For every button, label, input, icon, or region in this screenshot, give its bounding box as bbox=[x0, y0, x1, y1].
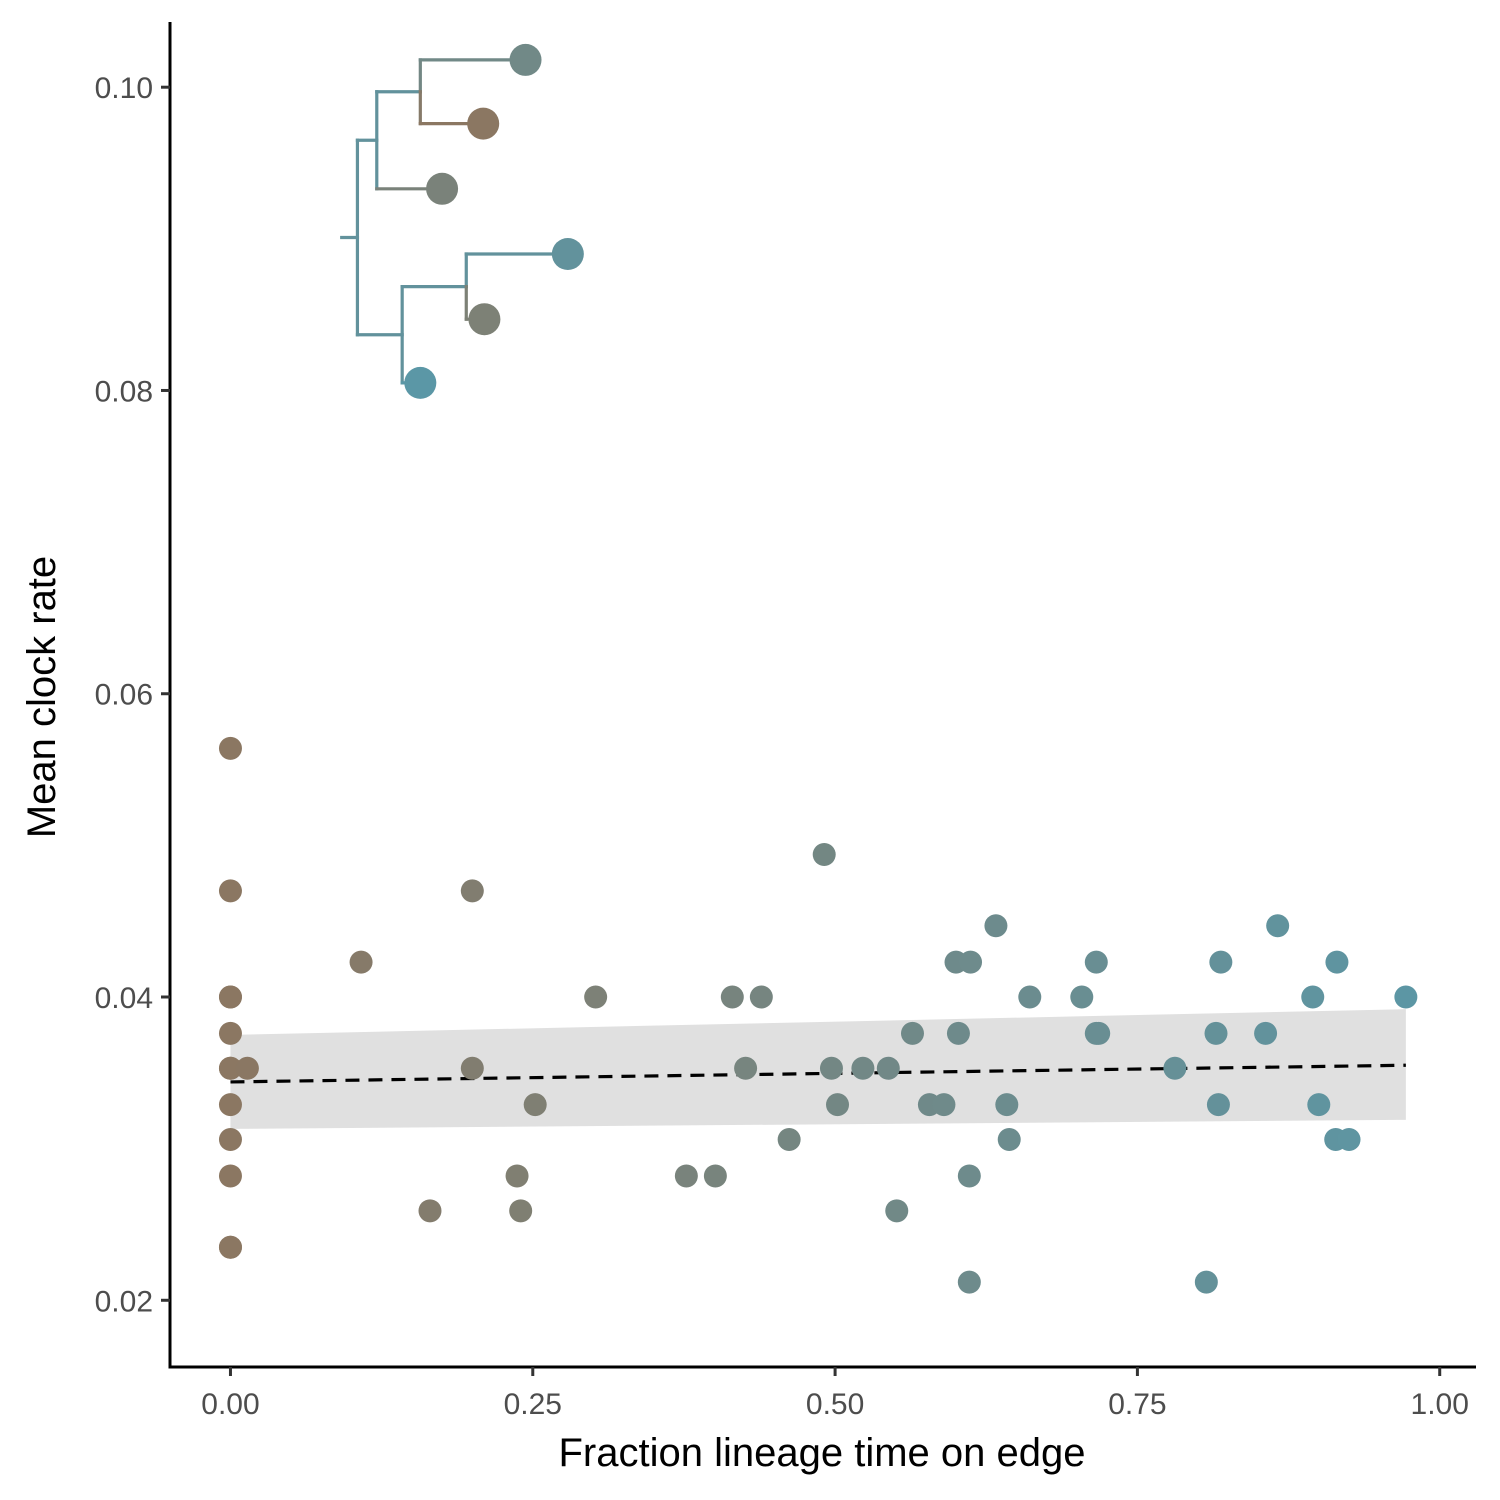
data-point bbox=[851, 1056, 875, 1080]
data-point bbox=[1266, 914, 1290, 938]
data-point bbox=[703, 1164, 727, 1188]
data-point bbox=[1394, 985, 1418, 1009]
data-point bbox=[584, 985, 608, 1009]
data-point bbox=[218, 1056, 242, 1080]
data-point bbox=[734, 1056, 758, 1080]
y-tick-label: 0.08 bbox=[95, 375, 153, 408]
data-point bbox=[1084, 950, 1108, 974]
inset-tree-layer bbox=[340, 43, 584, 399]
data-point bbox=[959, 950, 983, 974]
data-point bbox=[349, 950, 373, 974]
data-point bbox=[523, 1093, 547, 1117]
data-point bbox=[946, 1021, 970, 1045]
scatter-points-layer bbox=[218, 736, 1418, 1294]
data-point bbox=[826, 1093, 850, 1117]
data-point bbox=[1307, 1093, 1331, 1117]
data-point bbox=[218, 1093, 242, 1117]
x-tick-label: 0.00 bbox=[201, 1388, 259, 1421]
data-point bbox=[1070, 985, 1094, 1009]
x-tick-label: 0.25 bbox=[504, 1388, 562, 1421]
x-tick-label: 0.75 bbox=[1108, 1388, 1166, 1421]
y-tick-label: 0.04 bbox=[95, 982, 153, 1015]
data-point bbox=[235, 1056, 259, 1080]
tree-tip bbox=[404, 366, 437, 399]
data-point bbox=[674, 1164, 698, 1188]
data-point bbox=[932, 1093, 956, 1117]
data-point bbox=[984, 914, 1008, 938]
data-point bbox=[812, 842, 836, 866]
x-tick-label: 1.00 bbox=[1411, 1388, 1469, 1421]
data-point bbox=[720, 985, 744, 1009]
data-point bbox=[819, 1056, 843, 1080]
data-point bbox=[777, 1128, 801, 1152]
tree-tip bbox=[509, 43, 542, 76]
data-point bbox=[1204, 1021, 1228, 1045]
data-point bbox=[995, 1093, 1019, 1117]
data-point bbox=[885, 1199, 909, 1223]
tree-tip bbox=[467, 107, 500, 140]
tree-tip bbox=[551, 238, 584, 271]
data-point bbox=[218, 1021, 242, 1045]
data-point bbox=[957, 1270, 981, 1294]
data-point bbox=[1325, 950, 1349, 974]
data-point bbox=[505, 1164, 529, 1188]
data-point bbox=[1206, 1093, 1230, 1117]
confidence-band-layer bbox=[230, 1009, 1406, 1129]
data-point bbox=[218, 1128, 242, 1152]
tree-tip bbox=[426, 172, 459, 205]
y-tick-label: 0.10 bbox=[95, 72, 153, 105]
data-point bbox=[1163, 1056, 1187, 1080]
tree-tip bbox=[468, 303, 501, 336]
data-point bbox=[460, 879, 484, 903]
x-axis-title: Fraction lineage time on edge bbox=[559, 1431, 1086, 1475]
trend-line bbox=[230, 1063, 1406, 1084]
data-point bbox=[997, 1128, 1021, 1152]
data-point bbox=[418, 1199, 442, 1223]
axes-layer: 0.02 0.04 0.06 0.08 0.10 0.00 0.25 0.50 0.75 1.00 bbox=[95, 22, 1476, 1421]
data-point bbox=[218, 736, 242, 760]
x-tick-label: 0.50 bbox=[806, 1388, 864, 1421]
data-point bbox=[749, 985, 773, 1009]
confidence-band bbox=[230, 1009, 1406, 1129]
data-point bbox=[509, 1199, 533, 1223]
y-tick-label: 0.02 bbox=[95, 1285, 153, 1318]
data-point bbox=[900, 1021, 924, 1045]
data-point bbox=[876, 1056, 900, 1080]
y-tick-label: 0.06 bbox=[95, 679, 153, 712]
data-point bbox=[1018, 985, 1042, 1009]
data-point bbox=[1087, 1021, 1111, 1045]
data-point bbox=[218, 1235, 242, 1259]
data-point bbox=[218, 879, 242, 903]
data-point bbox=[218, 1164, 242, 1188]
trend-line-layer bbox=[230, 1063, 1406, 1084]
data-point bbox=[1254, 1021, 1278, 1045]
data-point bbox=[1194, 1270, 1218, 1294]
data-point bbox=[1301, 985, 1325, 1009]
y-axis-title: Mean clock rate bbox=[20, 556, 64, 838]
data-point bbox=[1209, 950, 1233, 974]
data-point bbox=[1337, 1128, 1361, 1152]
data-point bbox=[957, 1164, 981, 1188]
data-point bbox=[460, 1056, 484, 1080]
data-point bbox=[218, 985, 242, 1009]
